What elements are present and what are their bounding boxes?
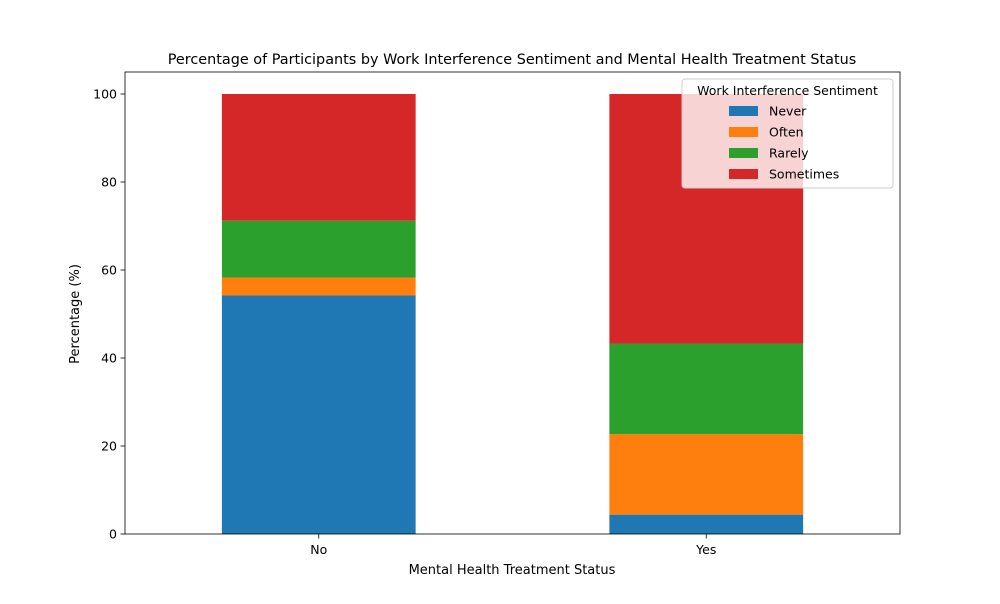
legend: Work Interference Sentiment Never Often Rar… bbox=[681, 78, 894, 189]
y-tick-label: 60 bbox=[101, 263, 117, 278]
legend-swatch-often bbox=[729, 127, 758, 137]
y-tick-label: 20 bbox=[101, 439, 117, 454]
legend-label-rarely: Rarely bbox=[769, 146, 809, 161]
legend-swatch-never bbox=[729, 106, 758, 116]
bar-rarely-no bbox=[221, 220, 416, 278]
bar-often-yes bbox=[609, 434, 804, 515]
y-tick-label: 0 bbox=[109, 527, 117, 542]
bars-layer bbox=[221, 94, 804, 534]
legend-swatch-rarely bbox=[729, 148, 758, 158]
y-tick-label: 40 bbox=[101, 351, 117, 366]
y-tick-label: 80 bbox=[101, 175, 117, 190]
legend-label-never: Never bbox=[769, 104, 807, 119]
legend-swatch-sometimes bbox=[729, 169, 758, 179]
x-tick-label: Yes bbox=[695, 542, 716, 557]
x-axis-label: Mental Health Treatment Status bbox=[409, 563, 616, 578]
bar-never-yes bbox=[609, 514, 804, 534]
legend-title: Work Interference Sentiment bbox=[697, 83, 878, 98]
bar-often-no bbox=[221, 277, 416, 296]
y-axis-label: Percentage (%) bbox=[68, 264, 83, 364]
legend-label-often: Often bbox=[769, 125, 804, 140]
bar-rarely-yes bbox=[609, 343, 804, 435]
legend-label-sometimes: Sometimes bbox=[769, 167, 839, 182]
chart-title: Percentage of Participants by Work Inter… bbox=[168, 52, 856, 68]
bar-never-no bbox=[221, 295, 416, 534]
plot-frame bbox=[124, 71, 901, 535]
axes-layer: 0 20 40 60 80 100 No Yes bbox=[93, 71, 901, 557]
bar-sometimes-no bbox=[221, 94, 416, 221]
y-tick-label: 100 bbox=[93, 87, 117, 102]
x-tick-label: No bbox=[310, 542, 327, 557]
